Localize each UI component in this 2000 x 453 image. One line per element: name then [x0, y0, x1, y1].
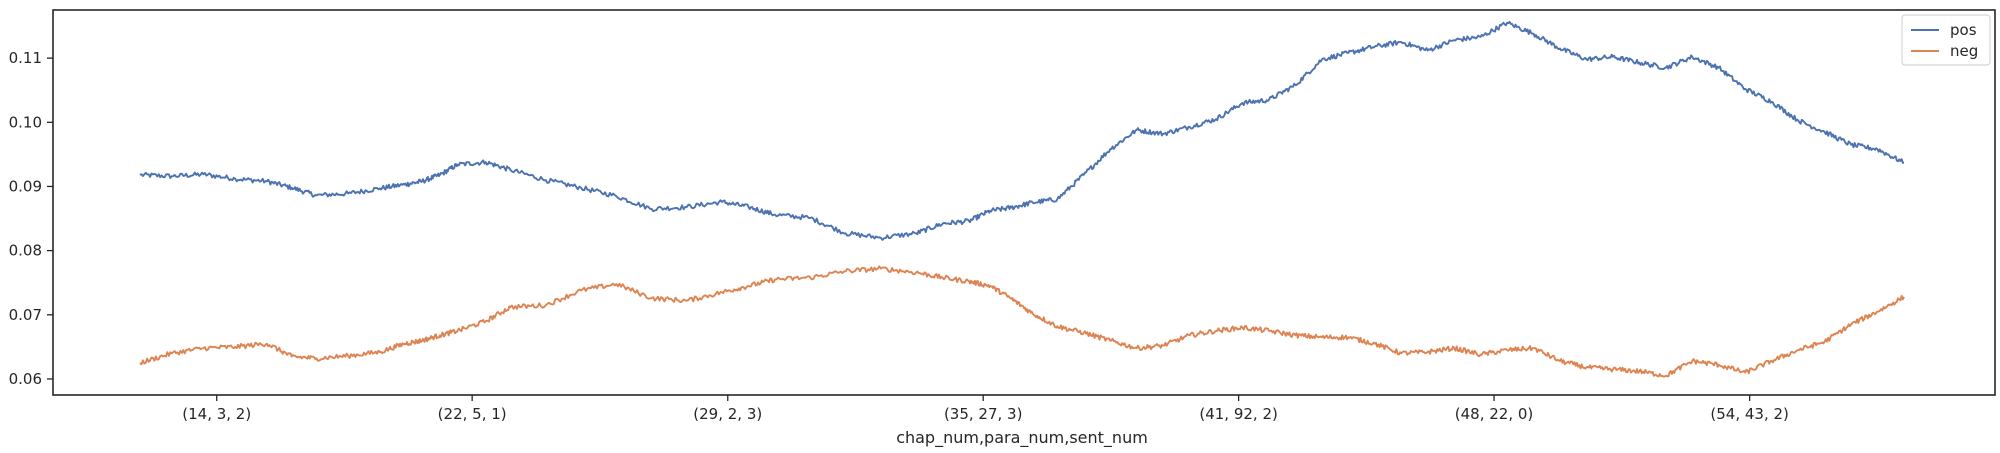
x-tick-label: (35, 27, 3) — [944, 405, 1023, 423]
legend-box — [1901, 14, 1991, 66]
x-axis-label: chap_num,para_num,sent_num — [896, 428, 1148, 448]
y-tick-label: 0.11 — [9, 49, 42, 67]
y-tick-label: 0.10 — [9, 113, 42, 131]
y-tick-label: 0.09 — [9, 177, 42, 195]
x-tick-label: (48, 22, 0) — [1455, 405, 1534, 423]
plot-frame — [52, 9, 1996, 396]
x-tick-label: (54, 43, 2) — [1710, 405, 1789, 423]
x-tick-label: (22, 5, 1) — [438, 405, 507, 423]
series-line-pos — [139, 20, 1905, 241]
plot-layer — [139, 20, 1905, 378]
legend: pos neg — [1901, 14, 1991, 66]
y-axis: 0.06 0.07 0.08 0.09 0.10 0.11 — [9, 49, 53, 388]
y-tick-label: 0.07 — [9, 306, 42, 324]
legend-label-neg: neg — [1950, 42, 1978, 60]
legend-label-pos: pos — [1950, 21, 1977, 39]
x-tick-label: (41, 92, 2) — [1199, 405, 1278, 423]
x-tick-label: (14, 3, 2) — [182, 405, 251, 423]
series-line-neg — [139, 265, 1905, 378]
y-tick-label: 0.08 — [9, 242, 42, 260]
x-tick-label: (29, 2, 3) — [693, 405, 762, 423]
y-tick-label: 0.06 — [9, 370, 42, 388]
x-axis: (14, 3, 2) (22, 5, 1) (29, 2, 3) (35, 27, 3… — [182, 395, 1789, 423]
